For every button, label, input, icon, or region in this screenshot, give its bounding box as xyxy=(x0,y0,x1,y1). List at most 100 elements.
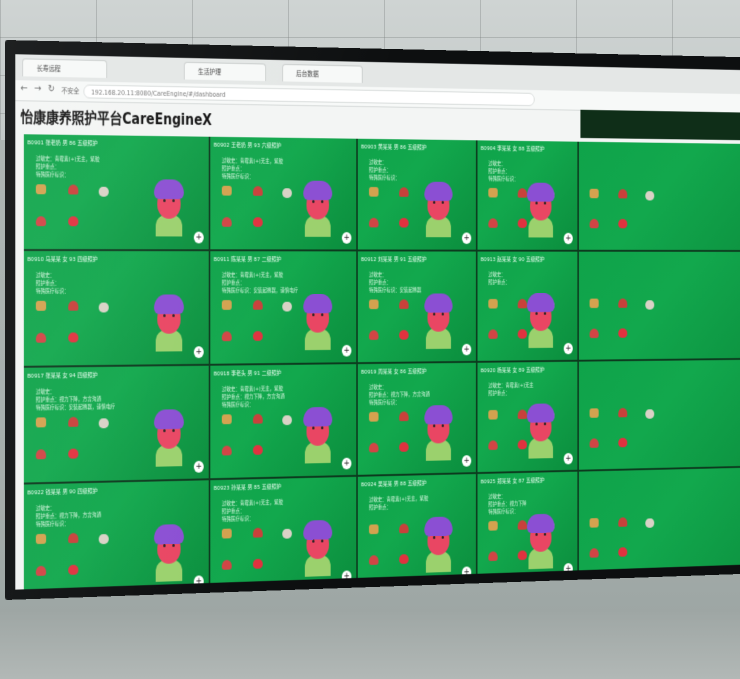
add-icon[interactable]: + xyxy=(341,232,352,244)
allergy-line: 过敏史：青霉素(+)无主，紫胶 xyxy=(368,496,429,504)
resident-card[interactable]: B0925 郑某某 女 87 五级照护 过敏史： 照护重点：视力下降 特殊医疗标… xyxy=(477,471,578,584)
resident-card[interactable]: B0912 刘某某 男 91 五级照护 过敏史： 照护重点： 特殊医疗标识：安装… xyxy=(357,251,476,363)
resident-card[interactable]: B0901 张老奶 男 86 五级照护 过敏史：青霉素(+)无主，紫胶 照护重点… xyxy=(23,134,209,250)
resident-avatar xyxy=(147,520,190,582)
food-icon xyxy=(399,411,409,422)
reload-icon[interactable]: ↻ xyxy=(47,83,55,95)
add-icon[interactable]: + xyxy=(461,455,472,467)
heart-icon xyxy=(252,331,263,341)
browser-tab-1[interactable]: 长寿远程 xyxy=(22,58,108,78)
lung-icon xyxy=(488,440,498,450)
back-icon[interactable]: ← xyxy=(20,83,28,95)
resident-card[interactable]: B0910 马某某 女 93 四级照护 过敏史： 照护重点： 特殊医疗标识： + xyxy=(23,251,209,366)
browser-tab-3[interactable]: 后台数据 xyxy=(282,63,363,83)
add-icon[interactable]: + xyxy=(563,342,573,355)
resident-card[interactable]: B0904 李某某 女 88 五级照护 过敏史： 照护重点： 特殊医疗标识： + xyxy=(477,140,578,250)
resident-card[interactable]: B0903 黄某某 男 86 五级照护 过敏史： 照护重点： 特殊医疗标识： + xyxy=(357,138,476,250)
food-icon xyxy=(252,413,263,424)
allergy-line: 过敏史：青霉素(+)无主，紫胶 xyxy=(221,499,283,508)
add-icon[interactable]: + xyxy=(193,231,204,244)
lung-icon xyxy=(589,328,599,339)
add-icon[interactable]: + xyxy=(461,343,472,356)
forward-icon[interactable]: → xyxy=(34,83,42,95)
resident-card[interactable]: B0902 王老奶 男 93 六级照护 过敏史：青霉素(+)无主，紫胶 照护重点… xyxy=(210,136,357,250)
add-icon[interactable]: + xyxy=(461,232,472,244)
display-monitor: 长寿远程 生活护理 后台数据 ← → ↻ 不安全 192.168.20.11:8… xyxy=(5,40,740,600)
resident-card[interactable]: + xyxy=(578,359,740,470)
add-icon[interactable]: + xyxy=(563,232,573,245)
bag-icon xyxy=(488,520,498,531)
resident-header: B0922 钱某某 男 90 四级照护 xyxy=(27,487,98,497)
resident-card[interactable]: B0924 吴某某 男 88 五级照护 过敏史：青霉素(+)无主，紫胶 照护重点… xyxy=(357,474,476,588)
resident-card[interactable]: + xyxy=(578,466,740,580)
resident-card[interactable]: B0920 杨某某 女 89 五级照护 过敏史：青霉素(+)无主 照护重点： + xyxy=(477,361,578,473)
lung-icon xyxy=(488,551,498,562)
heart-icon xyxy=(618,547,628,557)
heart-icon xyxy=(618,328,628,338)
lung-icon xyxy=(221,331,232,342)
lung-icon xyxy=(488,329,498,339)
add-icon[interactable]: + xyxy=(193,575,204,588)
resident-card[interactable]: B0923 孙某某 男 85 五级照护 过敏史：青霉素(+)无主，紫胶 照护重点… xyxy=(210,476,357,590)
bag-icon xyxy=(221,300,232,310)
add-icon[interactable]: + xyxy=(563,562,573,575)
food-icon xyxy=(68,184,79,195)
security-warning: 不安全 xyxy=(61,87,80,96)
resident-header: B0904 李某某 女 88 五级照护 xyxy=(480,145,545,153)
resident-header: B0920 杨某某 女 89 五级照护 xyxy=(480,366,545,375)
header-strip: 刷新 xyxy=(580,109,740,141)
heart-icon xyxy=(68,332,79,343)
resident-avatar xyxy=(147,405,190,467)
care-focus-line: 照护重点： xyxy=(488,280,510,286)
food-icon xyxy=(399,299,409,309)
care-focus-line: 照护重点： xyxy=(35,164,60,171)
food-icon xyxy=(618,407,628,418)
resident-card[interactable]: B0911 陈某某 男 87 二级照护 过敏史：青霉素(+)无主，紫胶 照护重点… xyxy=(210,251,357,364)
resident-card[interactable]: B0917 张某某 女 94 四级照护 过敏史： 照护重点：视力下降，方言沟通 … xyxy=(23,365,209,483)
bag-icon xyxy=(368,299,379,310)
allergy-line: 过敏史： xyxy=(368,272,387,279)
medical-flag-line: 特殊医疗标识：安装起搏器 xyxy=(368,287,422,294)
heart-icon xyxy=(618,437,628,448)
heart-icon xyxy=(68,216,79,227)
resident-card[interactable]: B0913 赵某某 女 90 五级照护 过敏史： 照护重点： + xyxy=(477,251,578,361)
heart-icon xyxy=(618,218,628,229)
bag-icon xyxy=(35,184,47,195)
resident-card[interactable]: + xyxy=(578,141,740,251)
resident-avatar xyxy=(147,290,190,352)
add-icon[interactable]: + xyxy=(563,452,573,465)
resident-header: B0924 吴某某 男 88 五级照护 xyxy=(361,479,427,489)
lung-icon xyxy=(488,218,498,228)
resident-card[interactable]: + xyxy=(578,251,740,360)
allergy-line: 过敏史： xyxy=(35,389,55,396)
add-icon[interactable]: + xyxy=(193,460,204,473)
resident-card[interactable]: B0922 钱某某 男 90 四级照护 过敏史： 照护重点：视力下降，方言沟通 … xyxy=(23,480,209,590)
shell-icon xyxy=(98,302,109,313)
bag-icon xyxy=(368,186,379,197)
resident-card[interactable]: B0919 周某某 女 86 五级照护 过敏史： 照护重点：视力下降，方言沟通 … xyxy=(357,362,476,475)
medical-flag-line: 特殊医疗标识： xyxy=(368,175,400,182)
shell-icon xyxy=(645,300,655,310)
lung-icon xyxy=(35,216,47,227)
allergy-line: 过敏史： xyxy=(488,272,506,279)
resident-header: B0902 王老奶 男 93 六级照护 xyxy=(213,141,282,150)
lung-icon xyxy=(368,555,379,566)
heart-icon xyxy=(68,564,79,575)
add-icon[interactable]: + xyxy=(341,457,352,470)
shell-icon xyxy=(282,301,292,312)
food-icon xyxy=(252,527,263,538)
care-focus-line: 照护重点： xyxy=(488,390,510,397)
food-icon xyxy=(618,517,628,527)
add-icon[interactable]: + xyxy=(461,566,472,579)
bag-icon xyxy=(589,408,599,418)
medical-flag-line: 特殊医疗标识： xyxy=(221,402,254,409)
add-icon[interactable]: + xyxy=(193,346,204,359)
medical-flag-line: 特殊医疗标识： xyxy=(35,288,69,295)
resident-header: B0911 陈某某 男 87 二级照护 xyxy=(213,256,282,263)
add-icon[interactable]: + xyxy=(341,570,352,583)
shell-icon xyxy=(645,518,655,528)
resident-header: B0912 刘某某 男 91 五级照护 xyxy=(361,256,427,263)
add-icon[interactable]: + xyxy=(341,344,352,357)
browser-tab-2[interactable]: 生活护理 xyxy=(183,61,266,82)
resident-card[interactable]: B0918 李老头 男 91 二级照护 过敏史：青霉素(+)无主，紫胶 照护重点… xyxy=(210,364,357,479)
